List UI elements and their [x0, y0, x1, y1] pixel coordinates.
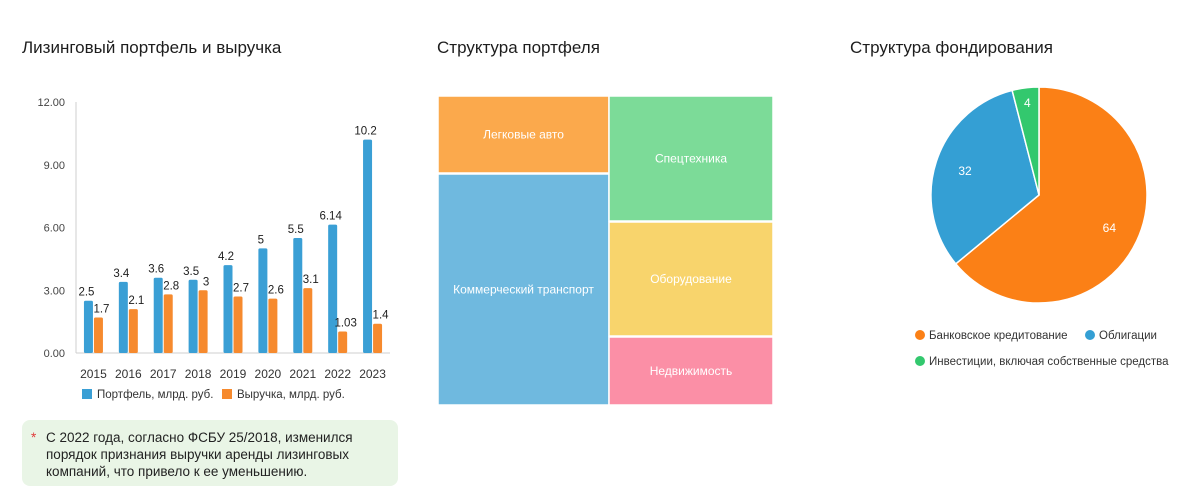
- pie-label: 64: [1103, 221, 1117, 235]
- treemap-label: Коммерческий транспорт: [453, 283, 594, 297]
- bar-chart: 0.00 3.00 6.00 9.00 12.00 2015 2.5 1.7 2016 3.4 2.…: [37, 97, 390, 401]
- legend-label: Выручка, млрд. руб.: [237, 389, 345, 401]
- data-label: 6.14: [319, 211, 342, 223]
- bar-revenue: [268, 298, 278, 353]
- bar-revenue: [163, 294, 173, 353]
- legend-marker: [915, 330, 925, 340]
- footnote-text: С 2022 года, согласно ФСБУ 25/2018, изме…: [46, 430, 353, 479]
- treemap-title: Структура портфеля: [437, 38, 600, 57]
- y-tick-label: 0.00: [44, 348, 65, 360]
- data-label: 1.4: [373, 310, 390, 322]
- bar-revenue: [373, 323, 383, 353]
- legend-swatch: [82, 389, 92, 399]
- bar-revenue: [198, 290, 208, 353]
- y-tick-label: 9.00: [44, 160, 65, 172]
- bar-portfolio: [83, 300, 93, 353]
- data-label: 2.8: [163, 280, 179, 292]
- data-label: 2.7: [233, 283, 249, 295]
- legend-label: Облигации: [1099, 330, 1157, 342]
- footnote-box: * С 2022 года, согласно ФСБУ 25/2018, из…: [22, 420, 398, 486]
- treemap-cell: [608, 336, 774, 406]
- x-tick-label: 2023: [359, 367, 386, 381]
- data-label: 1.7: [93, 303, 109, 315]
- bar-portfolio: [118, 281, 128, 353]
- bar-revenue: [128, 309, 138, 353]
- x-tick-label: 2020: [255, 367, 282, 381]
- treemap-label: Легковые авто: [483, 128, 564, 142]
- treemap-label: Спецтехника: [655, 152, 727, 166]
- bar-revenue: [233, 296, 243, 353]
- pie-label: 4: [1024, 96, 1031, 110]
- data-label: 3.5: [183, 266, 199, 278]
- treemap-chart: Легковые авто Коммерческий транспорт Спецт…: [437, 95, 774, 406]
- bar-portfolio: [153, 277, 163, 353]
- legend-swatch: [222, 389, 232, 399]
- data-label: 5: [258, 234, 264, 246]
- bar-revenue: [303, 288, 313, 353]
- data-label: 3: [203, 276, 209, 288]
- y-tick-label: 12.00: [37, 97, 65, 109]
- bar-portfolio: [258, 248, 268, 353]
- data-label: 3.1: [303, 274, 319, 286]
- bar-portfolio: [223, 265, 233, 353]
- legend-label: Портфель, млрд. руб.: [97, 389, 213, 401]
- x-tick-label: 2019: [220, 367, 247, 381]
- legend-marker: [915, 356, 925, 366]
- pie-label: 32: [958, 164, 972, 178]
- data-label: 2.5: [78, 287, 94, 299]
- pie-chart-title: Структура фондирования: [850, 38, 1053, 57]
- bar-chart-title: Лизинговый портфель и выручка: [22, 38, 282, 57]
- data-label: 1.03: [334, 317, 356, 329]
- pie-slice: [1011, 86, 1040, 196]
- bar-portfolio: [328, 224, 338, 353]
- treemap-label: Оборудование: [650, 272, 732, 286]
- bar-revenue: [338, 331, 348, 353]
- bar-portfolio: [363, 139, 373, 353]
- x-tick-label: 2021: [289, 367, 316, 381]
- footnote-marker: *: [31, 430, 37, 445]
- legend-label: Инвестиции, включая собственные средства: [929, 356, 1169, 368]
- treemap-cell: [608, 221, 774, 337]
- treemap-cell: [437, 95, 610, 174]
- pie-slice: [954, 86, 1148, 304]
- treemap-cell: [437, 173, 610, 406]
- treemap-label: Недвижимость: [650, 364, 733, 378]
- data-label: 5.5: [288, 224, 304, 236]
- y-tick-label: 6.00: [44, 223, 65, 235]
- y-tick-label: 3.00: [44, 285, 65, 297]
- x-tick-label: 2016: [115, 367, 142, 381]
- x-tick-label: 2018: [185, 367, 212, 381]
- legend-label: Банковское кредитование: [929, 330, 1068, 342]
- treemap-cell: [608, 95, 774, 222]
- data-label: 2.6: [268, 285, 284, 297]
- pie-slice: [930, 89, 1040, 265]
- data-label: 4.2: [218, 251, 234, 263]
- bar-portfolio: [188, 279, 198, 353]
- legend-marker: [1085, 330, 1095, 340]
- data-label: 3.6: [148, 264, 164, 276]
- bar-revenue: [93, 317, 103, 353]
- bar-portfolio: [293, 237, 303, 353]
- x-tick-label: 2022: [324, 367, 351, 381]
- data-label: 10.2: [354, 126, 376, 138]
- x-tick-label: 2017: [150, 367, 177, 381]
- pie-chart: 64 32 4 Банковское кредитование Облигации Инв…: [915, 86, 1169, 368]
- data-label: 2.1: [128, 295, 144, 307]
- x-tick-label: 2015: [80, 367, 107, 381]
- data-label: 3.4: [113, 268, 130, 280]
